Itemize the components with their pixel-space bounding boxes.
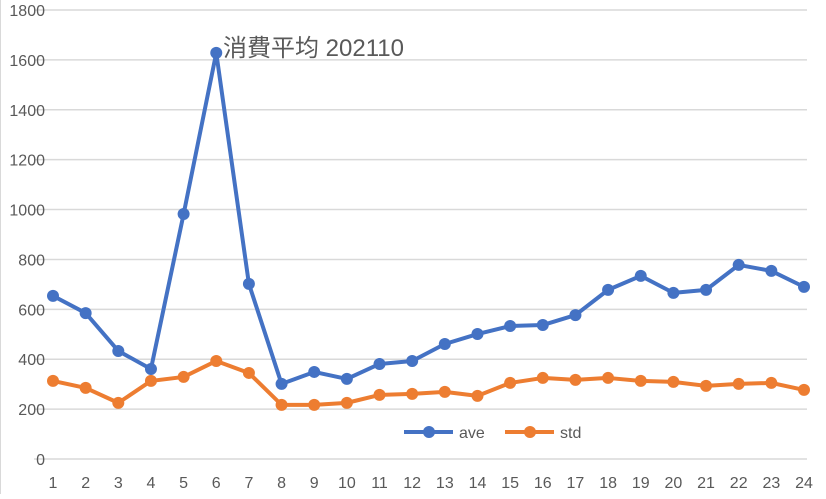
x-tick-label: 1	[49, 475, 58, 492]
chart-title: 消費平均 202110	[223, 35, 404, 62]
y-tick-label: 1200	[9, 153, 45, 170]
legend-label-std: std	[560, 425, 581, 442]
x-tick-label: 17	[567, 475, 585, 492]
series-std	[47, 354, 810, 411]
x-tick-label: 14	[469, 475, 487, 492]
data-point[interactable]	[602, 283, 615, 296]
data-point[interactable]	[798, 280, 810, 293]
x-tick-label: 2	[81, 475, 90, 492]
x-axis-labels: 1 2 3 4 5 6 7 8 9 10 11 12 13 14 15 16 17 18 19 20 21 22 23 24	[49, 475, 813, 492]
x-tick-label: 16	[534, 475, 552, 492]
x-tick-label: 19	[632, 475, 650, 492]
data-point[interactable]	[112, 396, 125, 409]
legend-marker-std	[524, 426, 536, 438]
x-tick-label: 5	[179, 475, 188, 492]
data-point[interactable]	[471, 328, 484, 341]
x-tick-label: 3	[114, 475, 123, 492]
data-point[interactable]	[569, 309, 582, 322]
series-ave	[47, 46, 810, 390]
x-tick-label: 10	[338, 475, 356, 492]
data-point[interactable]	[242, 277, 255, 290]
series-lines	[47, 46, 810, 411]
data-point[interactable]	[667, 286, 680, 299]
legend-item-ave[interactable]: ave	[404, 425, 485, 442]
x-tick-label: 7	[244, 475, 253, 492]
y-tick-label: 1000	[9, 203, 45, 220]
data-point[interactable]	[242, 366, 255, 379]
data-point[interactable]	[177, 370, 190, 383]
legend-marker-ave	[423, 426, 435, 438]
x-tick-label: 12	[403, 475, 421, 492]
data-point[interactable]	[144, 374, 157, 387]
data-point[interactable]	[47, 374, 59, 387]
y-tick-label: 800	[18, 252, 45, 269]
y-tick-label: 1800	[9, 3, 45, 20]
y-tick-label: 400	[18, 352, 45, 369]
legend-label-ave: ave	[459, 425, 485, 442]
x-tick-label: 22	[730, 475, 748, 492]
y-tick-label: 1600	[9, 53, 45, 70]
x-tick-label: 6	[212, 475, 221, 492]
x-tick-label: 8	[277, 475, 286, 492]
x-tick-label: 15	[501, 475, 519, 492]
data-point[interactable]	[504, 376, 517, 389]
series-line	[52, 358, 805, 407]
x-tick-label: 18	[599, 475, 617, 492]
data-point[interactable]	[79, 381, 92, 394]
x-tick-label: 11	[371, 475, 388, 492]
data-point[interactable]	[765, 376, 778, 389]
data-point[interactable]	[602, 371, 615, 384]
data-point[interactable]	[471, 389, 484, 402]
legend-item-std[interactable]: std	[505, 425, 581, 442]
y-tick-label: 1400	[9, 103, 45, 120]
data-point[interactable]	[569, 373, 582, 386]
data-point[interactable]	[112, 344, 125, 357]
data-point[interactable]	[308, 365, 321, 378]
data-point[interactable]	[373, 357, 386, 370]
x-tick-label: 4	[147, 475, 156, 492]
data-point[interactable]	[275, 377, 288, 390]
data-point[interactable]	[308, 398, 321, 411]
x-tick-label: 24	[795, 475, 813, 492]
y-tick-label: 600	[18, 302, 45, 319]
data-point[interactable]	[406, 354, 419, 367]
data-point[interactable]	[340, 396, 353, 409]
data-point[interactable]	[144, 362, 157, 375]
data-point[interactable]	[798, 383, 810, 396]
data-point[interactable]	[700, 379, 713, 392]
data-point[interactable]	[634, 269, 647, 282]
y-tick-label: 0	[36, 452, 45, 469]
data-point[interactable]	[667, 375, 680, 388]
data-point[interactable]	[700, 283, 713, 296]
data-point[interactable]	[504, 320, 517, 333]
data-point[interactable]	[79, 307, 92, 320]
y-axis-labels: 0 200 400 600 800 1000 1200 1400 1600 1800	[9, 3, 45, 469]
data-point[interactable]	[47, 289, 59, 302]
x-tick-label: 23	[762, 475, 780, 492]
data-point[interactable]	[634, 374, 647, 387]
data-point[interactable]	[536, 371, 549, 384]
legend: ave std	[404, 425, 581, 442]
x-tick-label: 13	[436, 475, 454, 492]
data-point[interactable]	[210, 354, 223, 367]
x-tick-label: 20	[664, 475, 682, 492]
data-point[interactable]	[438, 338, 451, 351]
data-point[interactable]	[438, 385, 451, 398]
data-point[interactable]	[536, 319, 549, 332]
series-line	[52, 50, 805, 386]
data-point[interactable]	[732, 377, 745, 390]
y-tick-label: 200	[18, 402, 45, 419]
data-point[interactable]	[275, 398, 288, 411]
x-tick-label: 21	[697, 475, 715, 492]
data-point[interactable]	[406, 387, 419, 400]
data-point[interactable]	[732, 258, 745, 271]
x-tick-label: 9	[310, 475, 319, 492]
data-point[interactable]	[210, 46, 223, 59]
data-point[interactable]	[340, 372, 353, 385]
data-point[interactable]	[373, 388, 386, 401]
data-point[interactable]	[177, 208, 190, 221]
data-point[interactable]	[765, 264, 778, 277]
